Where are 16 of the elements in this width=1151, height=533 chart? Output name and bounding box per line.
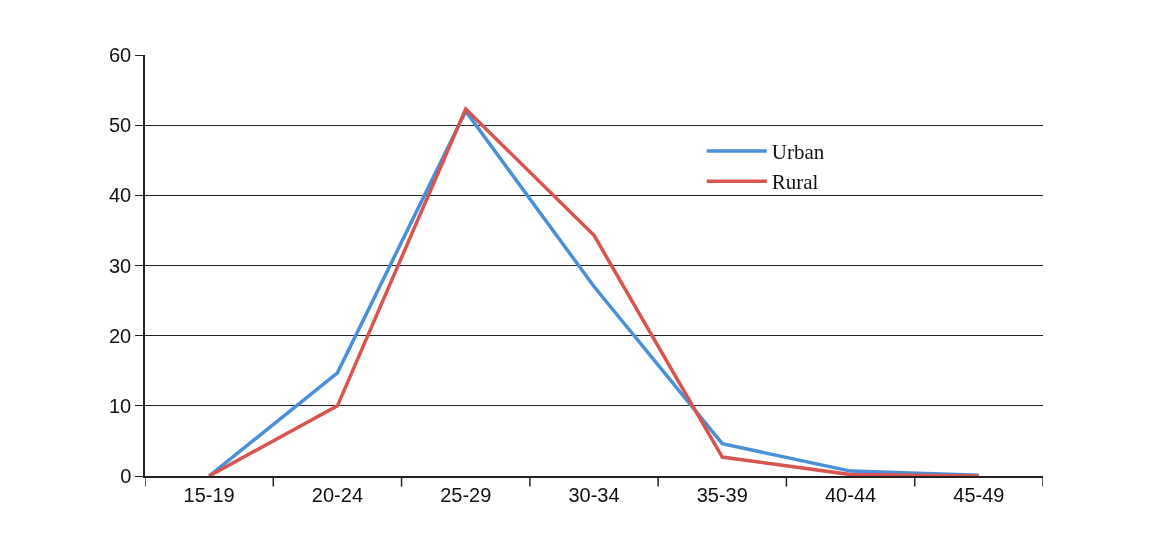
x-tick-label: 20-24 (311, 483, 364, 506)
y-tick-label: 20 (109, 324, 132, 347)
y-tick-label: 0 (120, 465, 132, 487)
x-tick-label: 25-29 (440, 483, 492, 506)
x-tick-label: 40-44 (824, 483, 877, 506)
y-tick-label: 40 (109, 184, 132, 207)
legend-label: Rural (771, 170, 819, 195)
y-tick-label: 10 (109, 394, 132, 417)
x-tick-label: 15-19 (183, 483, 235, 506)
x-tick-label: 30-34 (568, 483, 620, 506)
x-tick-label: 45-49 (953, 483, 1005, 506)
x-tick-label: 35-39 (696, 483, 748, 506)
legend-label: Urban (771, 140, 825, 165)
y-tick-label: 30 (109, 254, 132, 277)
y-tick-label: 50 (109, 114, 132, 137)
y-tick-label: 60 (109, 44, 132, 66)
